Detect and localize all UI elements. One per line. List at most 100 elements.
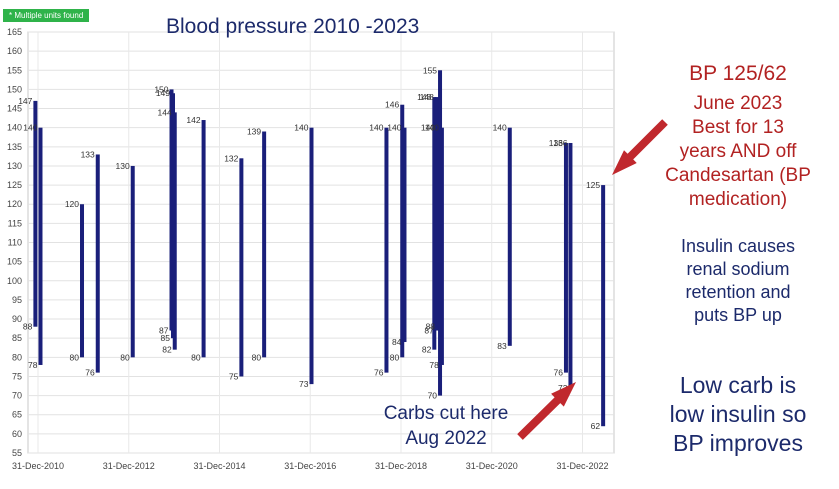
multiple-units-badge: * Multiple units found [3,9,90,22]
carbs-cut-note-line: Carbs cut here [383,403,509,424]
y-tick-label: 140 [7,123,22,133]
carbs-cut-note: Carbs cut here Aug 2022 [364,401,528,451]
bp-detail-line: years AND off [679,141,797,162]
systolic-label: 147 [18,96,32,106]
carbs-cut-note-line: Aug 2022 [405,428,487,449]
y-tick-label: 155 [7,65,22,75]
systolic-label: 149 [156,88,170,98]
diastolic-label: 84 [392,337,402,347]
diastolic-label: 78 [28,360,38,370]
insulin-note-line: renal sodium [686,259,790,279]
diastolic-label: 83 [497,341,507,351]
y-tick-label: 125 [7,180,22,190]
bp-range-bar [400,104,405,358]
systolic-label: 140 [425,123,439,133]
diastolic-label: 80 [390,352,400,362]
systolic-label: 146 [385,100,399,110]
systolic-label: 130 [116,161,130,171]
insulin-note-line: puts BP up [694,305,782,325]
diastolic-label: 87 [424,326,434,336]
systolic-label: 125 [586,180,600,190]
bp-range-bar [507,127,512,346]
systolic-label: 140 [493,123,507,133]
bp-range-bar [432,97,437,350]
systolic-label: 120 [65,199,79,209]
y-tick-label: 115 [8,218,22,228]
y-tick-label: 150 [7,84,22,94]
diastolic-label: 88 [23,322,33,332]
x-tick-label: 31-Dec-2022 [556,461,608,471]
diastolic-label: 87 [159,326,169,336]
bp-range-bar [239,158,244,377]
y-tick-label: 105 [7,257,22,267]
low-carb-note: Low carb is low insulin so BP improves [640,371,836,458]
diastolic-label: 76 [553,368,563,378]
systolic-label: 140 [23,123,37,133]
diastolic-label: 80 [120,352,130,362]
y-tick-label: 135 [7,142,22,152]
y-tick-label: 165 [7,27,22,37]
systolic-label: 140 [369,123,383,133]
systolic-label: 136 [553,138,567,148]
systolic-label: 140 [294,123,308,133]
y-tick-label: 130 [7,161,22,171]
bp-range-bar [172,112,177,350]
insulin-note: Insulin causes renal sodium retention an… [640,235,836,327]
bp-range-bar [38,127,43,365]
bp-range-bar [563,142,568,373]
low-carb-note-line: Low carb is [679,372,797,398]
bp-detail-line: Best for 13 [692,117,784,138]
y-tick-label: 75 [12,371,22,381]
systolic-label: 140 [387,123,401,133]
y-tick-label: 100 [7,276,22,286]
diastolic-label: 80 [191,352,201,362]
bp-detail-line: medication) [688,189,788,210]
diastolic-label: 78 [429,360,439,370]
y-tick-label: 65 [12,410,22,420]
low-carb-note-line: BP improves [673,430,803,456]
y-tick-label: 60 [12,429,22,439]
low-carb-note-line: low insulin so [669,401,807,427]
carbs-arrow [517,382,576,440]
chart-title: Blood pressure 2010 -2023 [166,15,420,38]
y-tick-label: 70 [12,391,22,401]
y-tick-label: 90 [12,314,22,324]
bp-arrow [612,119,668,175]
y-tick-label: 120 [7,199,22,209]
diastolic-label: 62 [591,421,601,431]
systolic-label: 132 [224,153,238,163]
bp-detail-line: June 2023 [693,93,783,114]
bp-range-bar [568,142,573,388]
diastolic-label: 70 [428,391,438,401]
bp-range-bar [402,127,407,343]
y-tick-label: 110 [8,238,22,248]
diastolic-label: 72 [558,383,568,393]
diastolic-label: 80 [70,352,80,362]
diastolic-label: 82 [422,345,432,355]
systolic-label: 148 [417,92,431,102]
y-tick-label: 55 [12,448,22,458]
systolic-label: 155 [423,65,437,75]
bp-range-bar [33,100,38,327]
systolic-label: 140 [421,123,435,133]
bp-range-bar [130,165,135,358]
systolic-label: 142 [186,115,200,125]
x-tick-label: 31-Dec-2012 [103,461,155,471]
systolic-label: 136 [549,138,563,148]
bp-detail: June 2023 Best for 13 years AND off Cand… [640,92,836,212]
diastolic-label: 73 [299,379,309,389]
diastolic-label: 76 [85,368,95,378]
diastolic-label: 80 [252,352,262,362]
diastolic-label: 82 [162,345,172,355]
bp-range-bar [309,127,314,385]
diastolic-label: 76 [374,368,384,378]
bp-range-bar [439,127,444,365]
systolic-label: 144 [158,107,172,117]
bp-range-bar [201,120,206,358]
systolic-label: 133 [81,149,95,159]
x-tick-label: 31-Dec-2016 [284,461,336,471]
y-tick-label: 95 [12,295,22,305]
x-tick-label: 31-Dec-2018 [375,461,427,471]
y-tick-label: 160 [7,46,22,56]
